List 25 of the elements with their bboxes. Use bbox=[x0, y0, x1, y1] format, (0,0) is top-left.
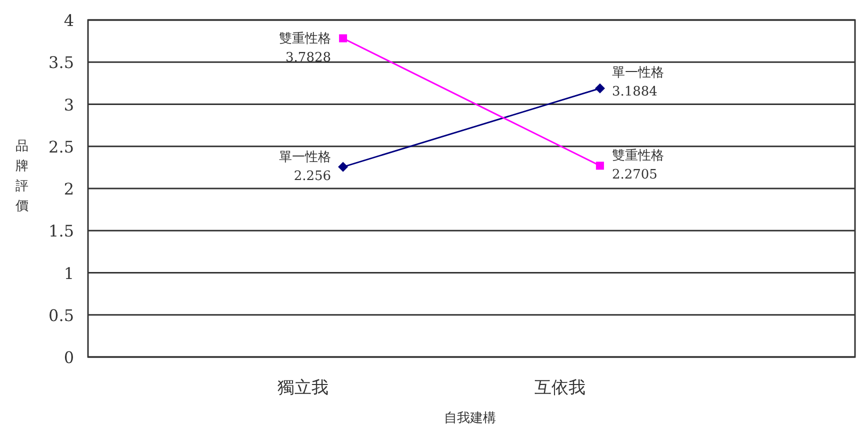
y-tick-label: 2 bbox=[64, 180, 74, 198]
data-label: 2.256 bbox=[294, 168, 332, 184]
x-tick-label: 獨立我 bbox=[278, 378, 329, 398]
x-tick-label: 互依我 bbox=[534, 378, 586, 398]
y-tick-label: 3.5 bbox=[48, 53, 74, 72]
data-label: 2.2705 bbox=[612, 168, 658, 183]
y-tick-label: 4 bbox=[64, 11, 74, 30]
y-tick-label: 2.5 bbox=[48, 137, 74, 156]
data-label: 3.7828 bbox=[286, 50, 332, 66]
x-axis-title: 自我建構 bbox=[444, 411, 496, 426]
y-tick-label: 3 bbox=[64, 95, 74, 114]
text: 單一性格 bbox=[612, 65, 664, 80]
point bbox=[594, 83, 605, 94]
y-tick-label: 1.5 bbox=[48, 222, 74, 241]
point bbox=[338, 162, 348, 172]
y-axis-title: 品牌評價 bbox=[16, 139, 28, 214]
y-tick-label: 0 bbox=[64, 348, 74, 367]
y-tick-label: 0.5 bbox=[48, 306, 74, 325]
point bbox=[596, 162, 604, 170]
point bbox=[339, 34, 348, 42]
y-tick-label: 1 bbox=[64, 264, 74, 283]
series-label: 單一性格 bbox=[279, 150, 332, 165]
text: 雙重性格 bbox=[612, 148, 664, 164]
series-label: 雙重性格 bbox=[279, 31, 332, 46]
data-label: 3.1884 bbox=[612, 84, 658, 100]
